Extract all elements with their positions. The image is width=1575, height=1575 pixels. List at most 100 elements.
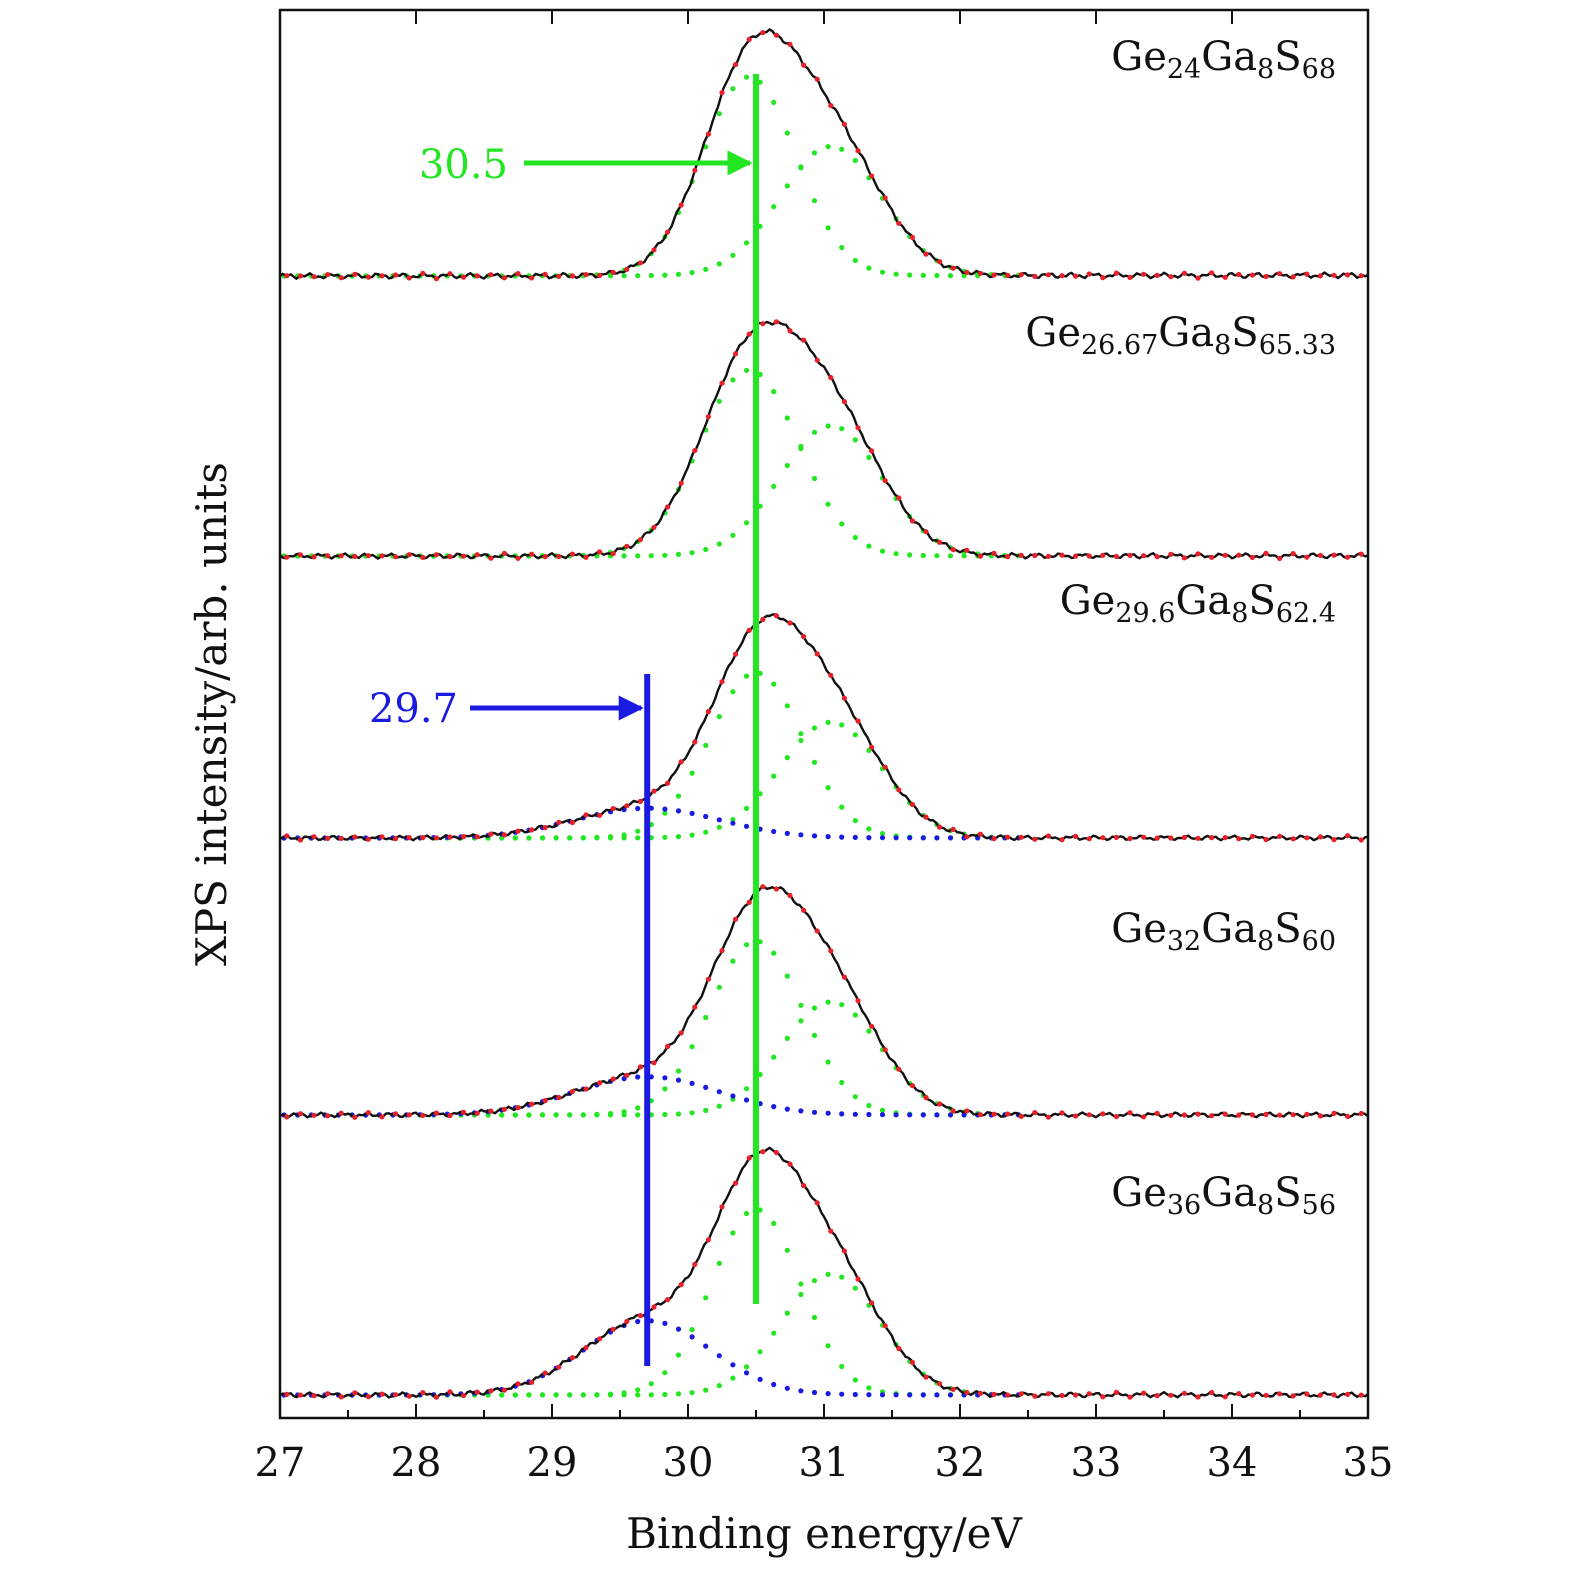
measured-point [556, 1094, 562, 1101]
measured-point [1290, 836, 1296, 842]
measured-point [338, 553, 344, 559]
measured-point [909, 801, 916, 808]
measured-point [760, 616, 766, 623]
component-point [920, 272, 926, 278]
measured-point [515, 271, 521, 277]
component-point [716, 984, 722, 990]
measured-point [1290, 274, 1296, 280]
measured-point [311, 554, 317, 560]
component-point [743, 805, 750, 812]
measured-point [1304, 554, 1310, 560]
component-point [893, 271, 899, 277]
component-point [743, 1364, 750, 1370]
measured-point [1263, 836, 1269, 843]
measured-point [501, 1387, 507, 1393]
measured-point [1141, 834, 1147, 840]
component-point [866, 1392, 872, 1398]
component-point [907, 1392, 913, 1398]
measured-point [379, 273, 385, 279]
measured-point [869, 1023, 875, 1029]
component-point [947, 1392, 954, 1398]
measured-point [1181, 555, 1187, 561]
measured-point [991, 1111, 997, 1117]
component-point [662, 1075, 668, 1081]
component-point [798, 164, 804, 170]
measured-point [1195, 275, 1201, 281]
component-point [621, 553, 627, 559]
measured-point [1032, 1110, 1038, 1116]
measured-point [637, 260, 644, 266]
measured-point [556, 819, 562, 826]
measured-point [814, 357, 820, 363]
measured-point [474, 273, 480, 279]
component-point [934, 835, 940, 841]
measured-point [515, 828, 521, 834]
measured-point [773, 319, 780, 325]
measured-point [461, 1109, 467, 1115]
measured-point [624, 1072, 630, 1078]
measured-point [1141, 553, 1147, 559]
measured-point [1304, 1111, 1310, 1117]
component-point [635, 1105, 641, 1111]
measured-point [705, 414, 712, 420]
component-point [635, 1392, 641, 1398]
measured-point [1100, 835, 1106, 841]
component-point [784, 183, 790, 189]
component-point [675, 793, 682, 799]
component-point [703, 1387, 709, 1393]
component-point [635, 1074, 641, 1080]
measured-point [855, 148, 861, 154]
component-point [784, 462, 790, 469]
measured-point [1358, 1392, 1364, 1398]
measured-point [678, 480, 684, 486]
component-point [825, 999, 831, 1005]
component-point [798, 1002, 804, 1008]
component-point [879, 1392, 886, 1398]
measured-point [1018, 272, 1024, 278]
component-point [743, 1086, 750, 1092]
sample-trace: Ge36Ga8S56 [279, 1146, 1369, 1400]
measured-point [1127, 1394, 1133, 1400]
measured-point [828, 948, 834, 954]
measured-point [828, 1228, 834, 1234]
measured-point [1113, 834, 1119, 841]
measured-point [923, 1374, 929, 1380]
component-point [703, 813, 709, 820]
measured-point [1168, 1392, 1174, 1398]
component-point [743, 240, 750, 246]
measured-point [665, 1043, 671, 1050]
component-point [934, 1392, 940, 1398]
measured-point [1304, 271, 1310, 277]
component-point [879, 1112, 886, 1118]
component-point [934, 553, 940, 559]
component-point [825, 1059, 831, 1065]
measured-point [1222, 1394, 1228, 1400]
measured-point [433, 1394, 439, 1400]
measured-point [1236, 1112, 1242, 1118]
measured-point [297, 1111, 303, 1117]
measured-point [637, 798, 644, 805]
fit-component-1 [281, 74, 1022, 279]
measured-point [1331, 272, 1337, 278]
measured-point [1222, 552, 1228, 558]
measured-point [1059, 1110, 1065, 1116]
measured-point [488, 1108, 494, 1114]
component-point [811, 1109, 818, 1115]
component-point [839, 1391, 845, 1397]
component-point [716, 1353, 722, 1359]
measured-point [610, 1076, 616, 1082]
measured-point [977, 553, 984, 559]
component-point [635, 835, 641, 841]
measured-point [692, 447, 698, 454]
measured-point [991, 272, 997, 278]
x-tick-label: 30 [663, 1440, 714, 1486]
component-point [866, 1111, 872, 1118]
measured-point [1222, 274, 1228, 280]
component-point [743, 367, 750, 373]
measured-point [991, 550, 997, 556]
component-point [934, 272, 940, 279]
component-point [798, 1281, 804, 1287]
component-point [716, 1089, 722, 1095]
component-point [920, 1392, 926, 1398]
measured-point [1181, 1112, 1187, 1118]
